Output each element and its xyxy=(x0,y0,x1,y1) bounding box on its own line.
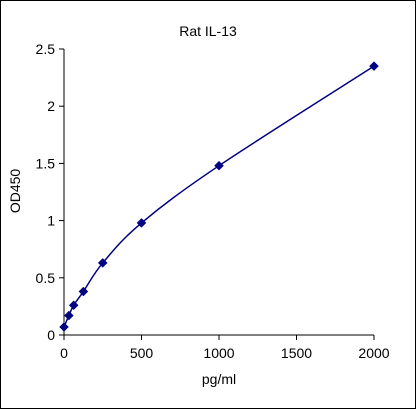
data-point xyxy=(97,258,108,268)
data-point xyxy=(68,300,79,311)
data-point xyxy=(136,218,147,228)
y-tick-label: 1.5 xyxy=(36,155,56,171)
y-axis-label: OD450 xyxy=(7,169,23,214)
y-tick-label: 0 xyxy=(47,327,55,343)
x-tick-label: 2000 xyxy=(358,345,389,361)
data-point xyxy=(63,310,74,321)
data-point xyxy=(78,286,89,297)
x-axis-label: pg/ml xyxy=(202,371,236,387)
data-points xyxy=(59,61,379,332)
data-point xyxy=(59,322,69,332)
chart-title: Rat IL-13 xyxy=(179,23,237,39)
x-tick-label: 1500 xyxy=(281,345,312,361)
y-axis-ticks: 0 0.5 1 1.5 2 2.5 xyxy=(36,41,64,343)
y-tick-label: 2 xyxy=(47,98,55,114)
x-tick-label: 500 xyxy=(130,345,154,361)
x-tick-label: 0 xyxy=(60,345,68,361)
data-point xyxy=(214,160,224,171)
data-point xyxy=(369,61,379,72)
y-tick-label: 0.5 xyxy=(36,270,56,286)
y-tick-label: 1 xyxy=(47,213,55,229)
y-tick-label: 2.5 xyxy=(36,41,56,57)
x-tick-label: 1000 xyxy=(203,345,234,361)
x-axis-ticks: 0 500 1000 1500 2000 xyxy=(60,335,390,361)
fit-curve xyxy=(63,65,375,328)
